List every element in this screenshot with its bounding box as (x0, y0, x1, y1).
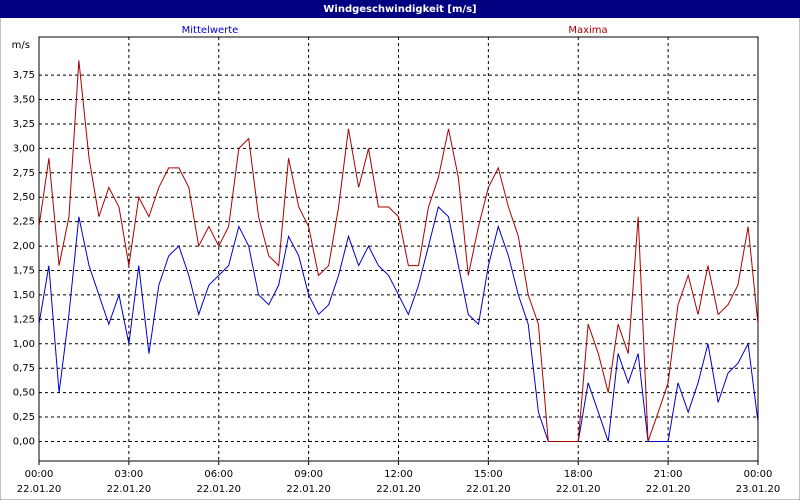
x-tick-label: 12:00 (384, 469, 413, 480)
x-tick-label: 06:00 (204, 469, 233, 480)
y-tick-label: 2,50 (13, 192, 35, 203)
legend-label: Maxima (568, 25, 607, 36)
y-tick-label: 3,75 (13, 70, 35, 81)
series-line (38, 206, 759, 442)
x-tick-date: 22.01.20 (556, 484, 601, 495)
series-line (38, 60, 759, 442)
x-tick-date: 22.01.20 (466, 484, 511, 495)
x-tick-date: 22.01.20 (286, 484, 331, 495)
y-tick-label: 0,00 (13, 436, 35, 447)
y-tick-label: 0,75 (13, 363, 35, 374)
y-tick-label: 3,25 (13, 119, 35, 130)
y-tick-label: 1,50 (13, 290, 35, 301)
y-tick-label: 0,25 (13, 412, 35, 423)
x-tick-label: 03:00 (114, 469, 143, 480)
x-tick-label: 18:00 (564, 469, 593, 480)
x-tick-label: 00:00 (25, 469, 54, 480)
x-tick-label: 15:00 (474, 469, 503, 480)
y-tick-label: 2,00 (13, 241, 35, 252)
legend-label: Mittelwerte (182, 25, 239, 36)
x-tick-date: 22.01.20 (376, 484, 421, 495)
y-tick-label: 2,75 (13, 168, 35, 179)
x-tick-label: 00:00 (744, 469, 773, 480)
y-tick-label: 3,50 (13, 95, 35, 106)
x-tick-label: 09:00 (294, 469, 323, 480)
y-unit: m/s (12, 40, 30, 51)
x-tick-date: 22.01.20 (107, 484, 152, 495)
y-tick-label: 1,00 (13, 339, 35, 350)
y-tick-label: 2,25 (13, 217, 35, 228)
title-bar (0, 0, 800, 18)
x-tick-date: 22.01.20 (196, 484, 241, 495)
y-tick-label: 3,00 (13, 143, 35, 154)
x-tick-label: 21:00 (654, 469, 683, 480)
y-tick-label: 1,75 (13, 265, 35, 276)
x-tick-date: 22.01.20 (17, 484, 62, 495)
chart-title: Windgeschwindigkeit [m/s] (323, 4, 476, 15)
y-tick-label: 1,25 (13, 314, 35, 325)
x-tick-date: 22.01.20 (646, 484, 691, 495)
y-tick-label: 0,50 (13, 388, 35, 399)
x-tick-date: 23.01.20 (736, 484, 781, 495)
